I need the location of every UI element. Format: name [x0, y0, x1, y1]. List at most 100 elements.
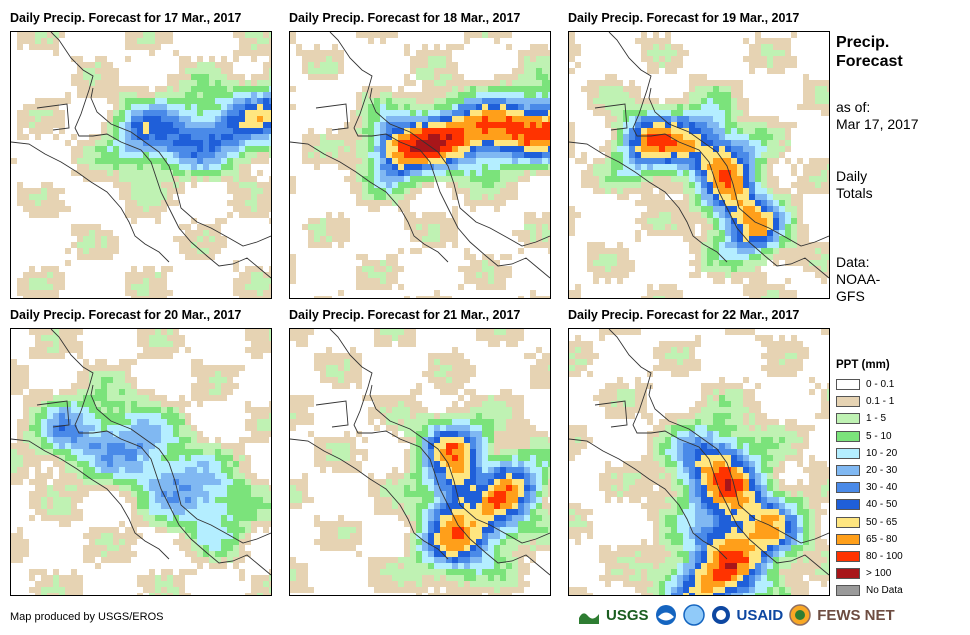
- precip-cell: [191, 110, 197, 116]
- precip-cell: [767, 38, 773, 44]
- precip-cell: [173, 116, 179, 122]
- precip-cell: [215, 545, 221, 551]
- precip-cell: [344, 365, 350, 371]
- precip-cell: [155, 296, 161, 298]
- precip-cell: [227, 473, 233, 479]
- precip-cell: [506, 437, 512, 443]
- precip-cell: [386, 425, 392, 431]
- precip-cell: [380, 419, 386, 425]
- precip-cell: [653, 158, 659, 164]
- precip-cell: [512, 158, 518, 164]
- precip-cell: [707, 140, 713, 146]
- precip-cell: [500, 170, 506, 176]
- precip-cell: [41, 479, 47, 485]
- precip-cell: [791, 224, 797, 230]
- precip-cell: [368, 407, 374, 413]
- precip-cell: [731, 140, 737, 146]
- precip-cell: [506, 188, 512, 194]
- precip-cell: [320, 158, 326, 164]
- precip-cell: [197, 485, 203, 491]
- precip-cell: [428, 122, 434, 128]
- precip-cell: [587, 104, 593, 110]
- precip-cell: [518, 62, 524, 68]
- precip-cell: [701, 152, 707, 158]
- precip-cell: [743, 110, 749, 116]
- precip-cell: [296, 44, 302, 50]
- precip-cell: [59, 341, 65, 347]
- precip-cell: [269, 278, 271, 284]
- precip-cell: [659, 104, 665, 110]
- precip-cell: [512, 194, 518, 200]
- precip-cell: [221, 533, 227, 539]
- precip-cell: [191, 98, 197, 104]
- precip-cell: [470, 407, 476, 413]
- precip-cell: [737, 122, 743, 128]
- precip-cell: [155, 194, 161, 200]
- precip-cell: [71, 80, 77, 86]
- precip-cell: [101, 407, 107, 413]
- precip-cell: [683, 134, 689, 140]
- precip-cell: [143, 278, 149, 284]
- precip-cell: [653, 290, 659, 296]
- precip-cell: [185, 431, 191, 437]
- precip-cell: [77, 371, 83, 377]
- precip-cell: [233, 140, 239, 146]
- precip-cell: [35, 449, 41, 455]
- precip-cell: [11, 557, 17, 563]
- precip-cell: [536, 377, 542, 383]
- precip-cell: [695, 254, 701, 260]
- precip-cell: [488, 116, 494, 122]
- precip-cell: [119, 419, 125, 425]
- precip-cell: [404, 80, 410, 86]
- precip-cell: [251, 272, 257, 278]
- precip-cell: [203, 377, 209, 383]
- precip-cell: [239, 134, 245, 140]
- precip-cell: [350, 188, 356, 194]
- precip-cell: [227, 377, 233, 383]
- precip-cell: [518, 158, 524, 164]
- precip-cell: [440, 353, 446, 359]
- precip-cell: [227, 188, 233, 194]
- precip-cell: [167, 200, 173, 206]
- precip-cell: [458, 110, 464, 116]
- precip-cell: [548, 353, 550, 359]
- precip-cell: [641, 200, 647, 206]
- precip-cell: [599, 98, 605, 104]
- precip-cell: [719, 200, 725, 206]
- precip-cell: [290, 419, 296, 425]
- precip-cell: [53, 266, 59, 272]
- precip-cell: [344, 359, 350, 365]
- precip-cell: [707, 242, 713, 248]
- precip-cell: [113, 539, 119, 545]
- precip-cell: [428, 353, 434, 359]
- precip-cell: [446, 92, 452, 98]
- precip-cell: [47, 200, 53, 206]
- precip-cell: [173, 479, 179, 485]
- precip-cell: [404, 212, 410, 218]
- precip-cell: [83, 407, 89, 413]
- precip-cell: [269, 122, 271, 128]
- precip-cell: [785, 122, 791, 128]
- precip-cell: [197, 158, 203, 164]
- precip-cell: [131, 551, 137, 557]
- precip-cell: [755, 158, 761, 164]
- precip-cell: [749, 284, 755, 290]
- precip-cell: [506, 443, 512, 449]
- precip-cell: [749, 206, 755, 212]
- precip-cell: [113, 92, 119, 98]
- precip-cell: [434, 437, 440, 443]
- precip-cell: [119, 98, 125, 104]
- precip-cell: [785, 296, 791, 298]
- precip-cell: [197, 401, 203, 407]
- precip-cell: [542, 134, 548, 140]
- precip-cell: [113, 140, 119, 146]
- precip-cell: [755, 218, 761, 224]
- precip-cell: [107, 413, 113, 419]
- precip-cell: [137, 188, 143, 194]
- precip-cell: [131, 170, 137, 176]
- precip-cell: [749, 290, 755, 296]
- precip-cell: [542, 242, 548, 248]
- precip-cell: [464, 365, 470, 371]
- precip-cell: [392, 122, 398, 128]
- precip-cell: [599, 158, 605, 164]
